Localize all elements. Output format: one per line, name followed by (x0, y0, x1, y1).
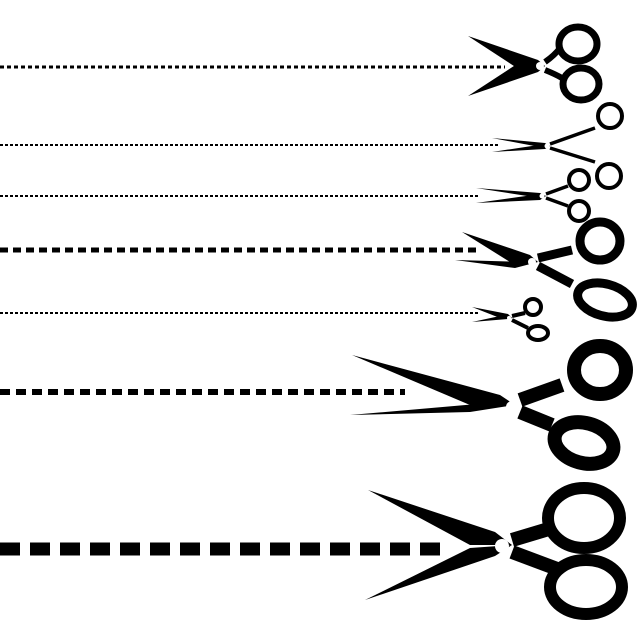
cut-row-7 (0, 482, 628, 620)
large-scissors-icon (365, 482, 628, 620)
cut-row-3 (0, 168, 591, 223)
cut-row-6 (0, 339, 633, 471)
surgical-scissors-icon (492, 102, 624, 190)
scissors-icon (468, 23, 603, 104)
cut-row-1 (0, 23, 603, 104)
cut-row-2 (0, 102, 624, 190)
surgical-scissors-icon (476, 168, 591, 223)
large-scissors-icon (350, 339, 633, 471)
small-scissors-icon (472, 297, 550, 342)
cut-row-4 (0, 217, 637, 322)
scissors-icon (455, 217, 637, 322)
cut-row-5 (0, 297, 550, 342)
